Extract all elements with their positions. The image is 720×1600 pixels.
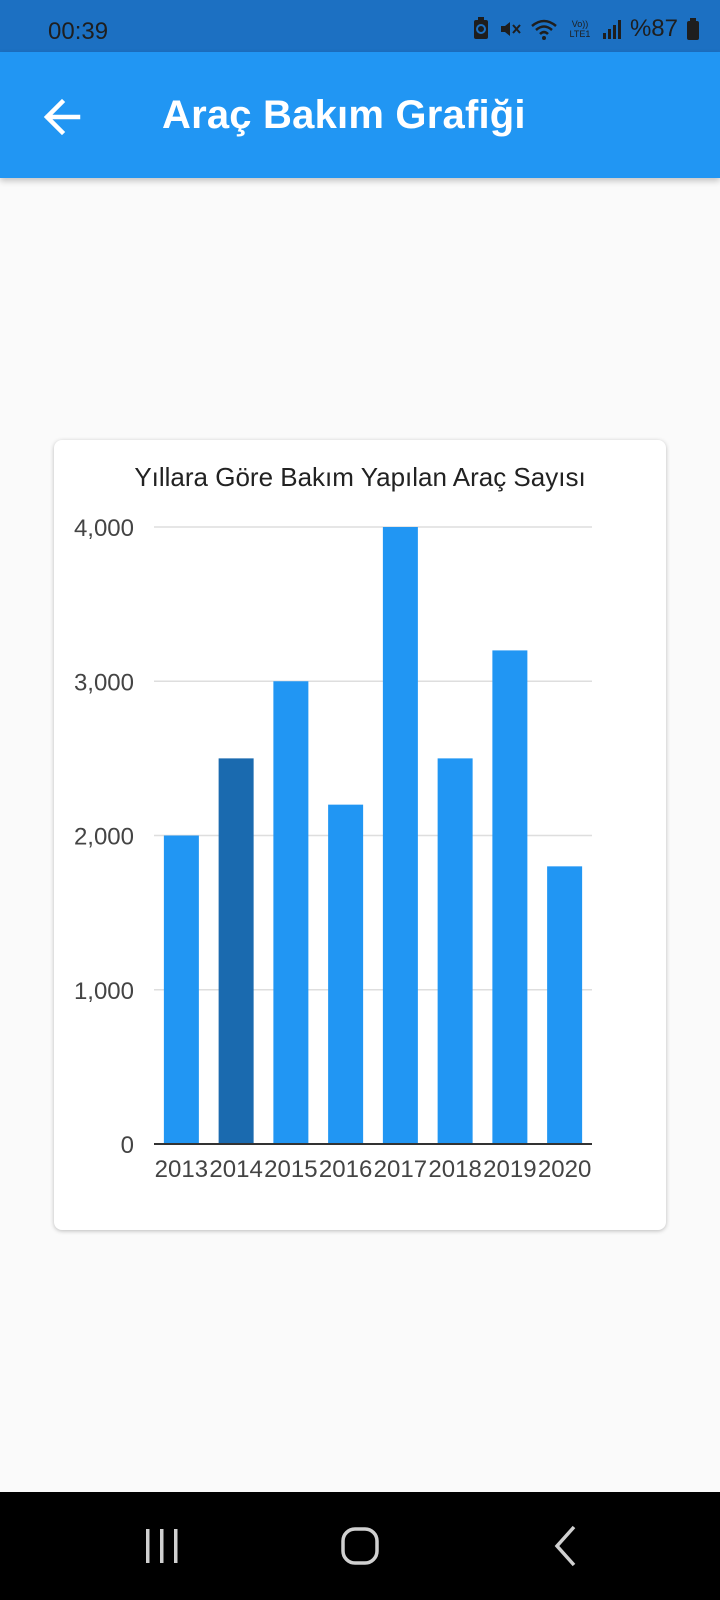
x-tick-label: 2019 (483, 1156, 536, 1183)
back-nav-button[interactable] (534, 1514, 598, 1578)
battery-icon (687, 18, 699, 40)
y-tick-label: 4,000 (74, 515, 134, 542)
chart-title: Yıllara Göre Bakım Yapılan Araç Sayısı (134, 462, 586, 492)
bar-2018[interactable] (437, 758, 473, 1144)
signal-icon (602, 20, 621, 39)
page-title: Araç Bakım Grafiği (162, 93, 526, 137)
arrow-back-icon (43, 98, 81, 136)
x-tick-label: 2016 (319, 1156, 372, 1183)
x-tick-label: 2020 (538, 1156, 591, 1183)
bar-2014[interactable] (218, 758, 254, 1144)
bar-2020[interactable] (547, 866, 583, 1144)
lte-label: Vo)) LTE1 (569, 19, 591, 39)
x-tick-label: 2018 (428, 1156, 481, 1183)
mute-icon (500, 22, 521, 36)
y-tick-label: 3,000 (74, 669, 134, 696)
recent-apps-button[interactable] (130, 1514, 194, 1578)
status-time: 00:39 (48, 18, 109, 45)
back-button[interactable] (36, 91, 88, 143)
recent-apps-icon (146, 1529, 178, 1563)
battery-percent: %87 (629, 15, 678, 42)
bar-2017[interactable] (382, 527, 418, 1144)
home-icon (341, 1527, 379, 1565)
home-button[interactable] (328, 1514, 392, 1578)
back-nav-icon (554, 1525, 576, 1567)
bar-2015[interactable] (273, 681, 309, 1144)
x-tick-label: 2017 (374, 1156, 427, 1183)
y-tick-label: 0 (121, 1132, 134, 1159)
x-tick-label: 2014 (209, 1156, 262, 1183)
app-bar: Araç Bakım Grafiği (0, 52, 720, 178)
chart-card: Yıllara Göre Bakım Yapılan Araç Sayısı 0… (54, 440, 666, 1230)
x-tick-label: 2013 (155, 1156, 208, 1183)
status-bar: 00:39 Vo)) LTE1 %87 (0, 0, 720, 52)
x-tick-label: 2015 (264, 1156, 317, 1183)
battery-saver-icon (473, 17, 488, 39)
y-tick-label: 1,000 (74, 978, 134, 1005)
bar-2013[interactable] (163, 835, 199, 1145)
bar-2016[interactable] (328, 804, 364, 1144)
wifi-icon (531, 19, 557, 40)
bar-2019[interactable] (492, 650, 528, 1144)
navigation-bar (0, 1492, 720, 1600)
status-icons: Vo)) LTE1 %87 (472, 14, 700, 44)
y-tick-label: 2,000 (74, 824, 134, 851)
